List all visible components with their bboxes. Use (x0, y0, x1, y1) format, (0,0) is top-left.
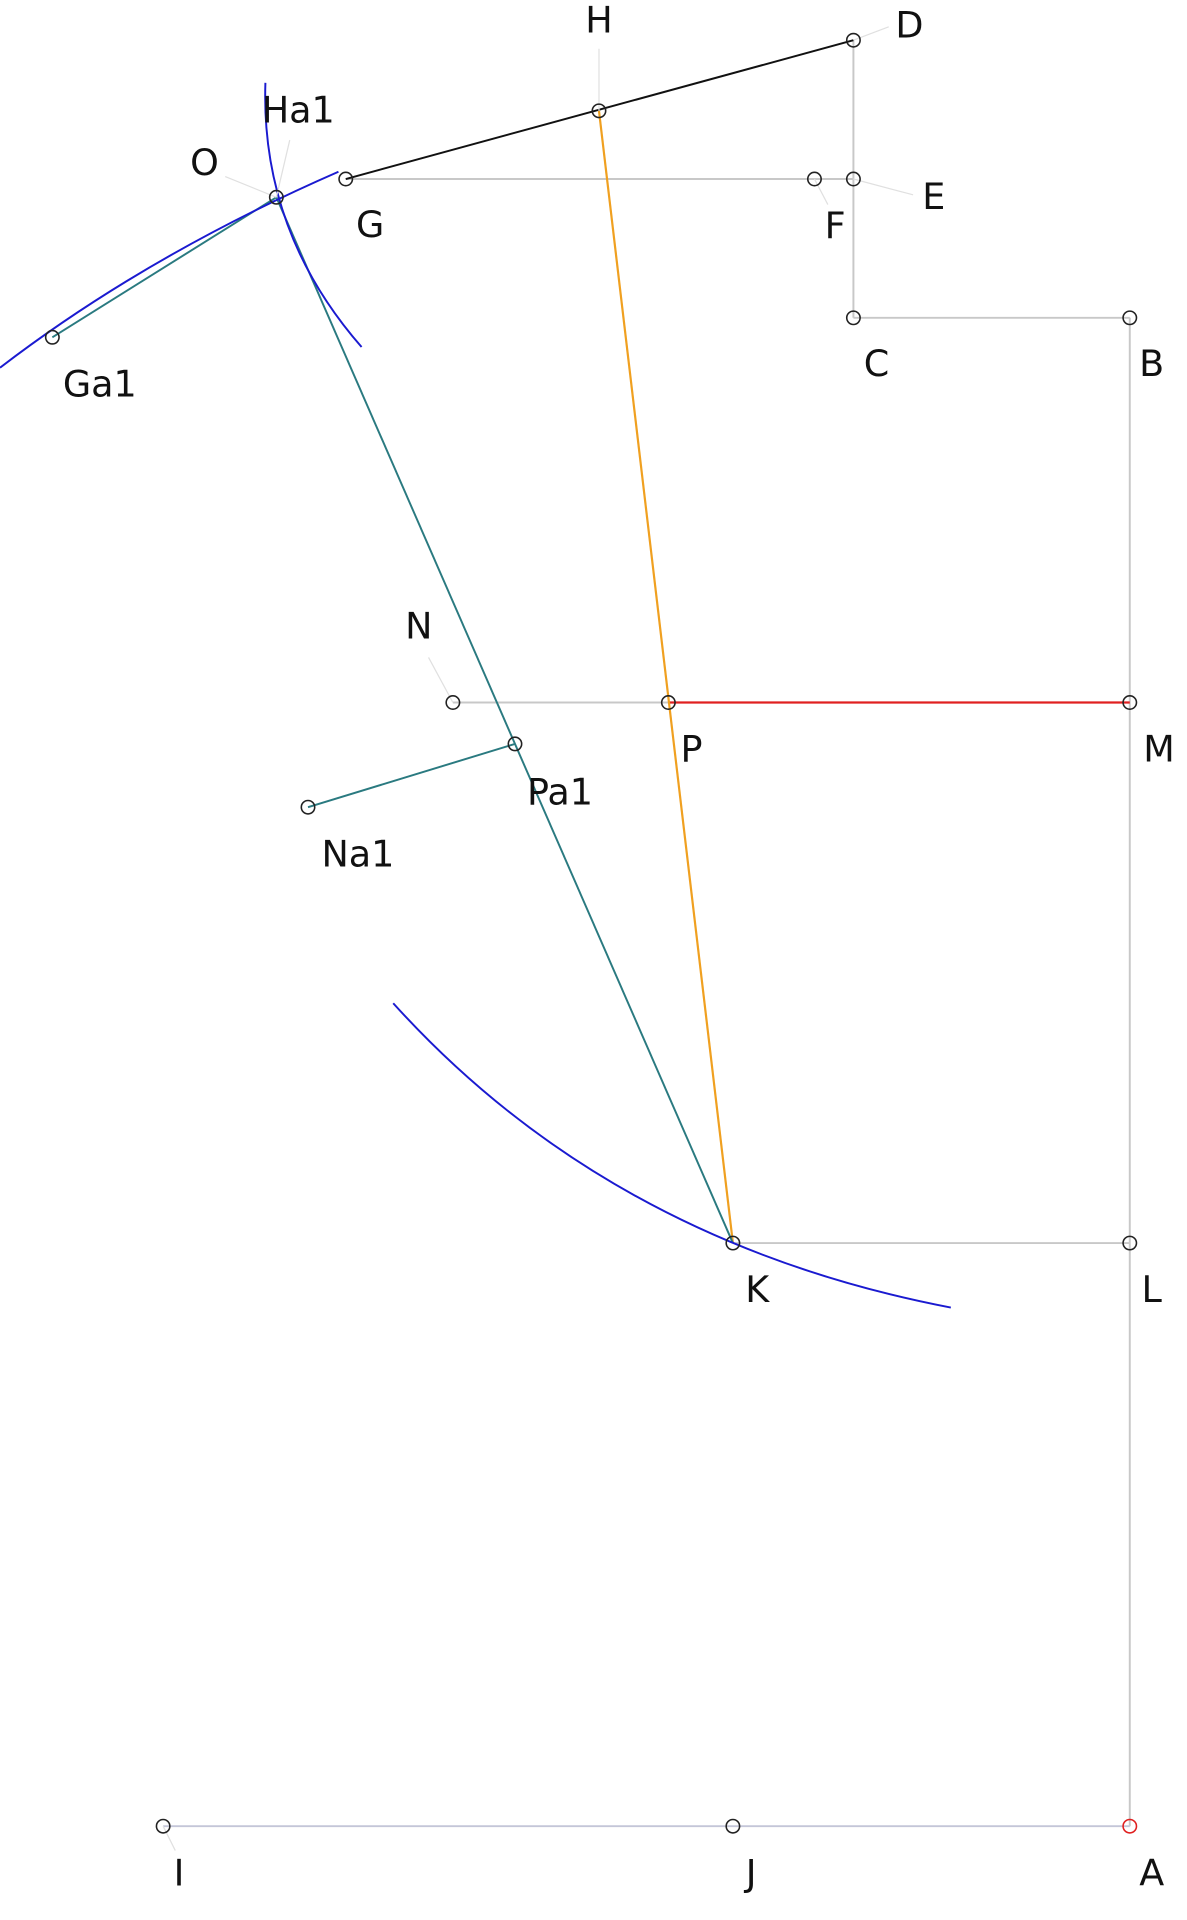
point (300, 799, 316, 815)
point-label: B (1139, 342, 1164, 385)
point-label: Na1 (321, 832, 394, 875)
point-label: G (356, 203, 384, 246)
arc-neck (0, 170, 339, 369)
point-label: N (405, 605, 432, 648)
point-label: L (1142, 1268, 1163, 1311)
leader (428, 657, 454, 703)
point (725, 1818, 741, 1834)
point-label: D (895, 3, 923, 46)
line-o-k (275, 196, 734, 1244)
point (445, 695, 461, 710)
point-label: I (174, 1851, 185, 1894)
point (845, 171, 861, 187)
point (1122, 310, 1138, 326)
line-h-k (597, 110, 734, 1244)
construction-lines (51, 39, 1131, 1828)
point (44, 329, 60, 345)
point-label: P (680, 728, 702, 771)
arc-bottom (392, 1002, 952, 1309)
point (845, 32, 861, 48)
point-label: Pa1 (527, 770, 593, 813)
point-label: Ha1 (262, 89, 335, 132)
line-pa1-na1 (307, 742, 516, 809)
leader (853, 178, 914, 196)
point-label: C (864, 342, 890, 385)
leader (275, 139, 291, 198)
leaders (162, 26, 914, 1851)
point-label: H (585, 0, 612, 41)
point (268, 189, 284, 205)
line-o-ga1 (51, 196, 277, 339)
leader (162, 1825, 176, 1851)
point (1122, 1818, 1138, 1834)
point-label: F (825, 204, 846, 247)
point (507, 736, 523, 752)
point-label: E (922, 175, 945, 218)
point-label: Ga1 (63, 362, 137, 405)
leader (224, 176, 277, 198)
point (155, 1818, 171, 1834)
labels: D H Ha1 O G F E C B Ga1 N P M Pa1 Na1 K … (63, 0, 1175, 1894)
point-label: M (1143, 728, 1175, 771)
leader (813, 178, 829, 205)
point (660, 695, 676, 710)
points (44, 32, 1138, 1834)
point (591, 103, 607, 119)
leader (853, 26, 889, 41)
point (338, 171, 354, 187)
point (806, 171, 822, 187)
point (845, 310, 861, 326)
point (725, 1235, 741, 1251)
point (1122, 1235, 1138, 1251)
point-label: A (1139, 1851, 1164, 1894)
point-label: J (744, 1851, 757, 1894)
point-label: K (745, 1268, 770, 1311)
curves (0, 82, 952, 1309)
point (1122, 695, 1138, 710)
point-label: O (190, 141, 219, 184)
arc-top (264, 82, 363, 348)
